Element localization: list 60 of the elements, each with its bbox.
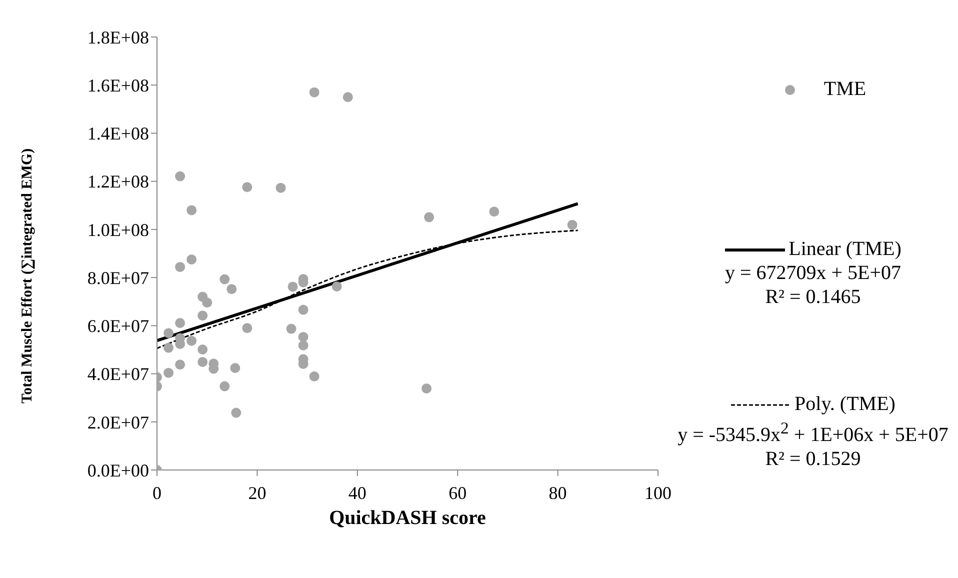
legend-label: TME (824, 78, 866, 100)
legend-label: Linear (TME) (788, 238, 902, 260)
point (226, 284, 237, 294)
y-tick-label: 1.2E+08 (87, 172, 149, 192)
point (175, 171, 186, 182)
point (424, 212, 434, 222)
x-axis-title: QuickDASH score (329, 507, 486, 529)
x-tick-label: 60 (448, 482, 467, 503)
point (230, 363, 240, 374)
point (288, 282, 298, 292)
point (298, 332, 308, 342)
y-tick-label: 0.0E+00 (87, 460, 149, 480)
point (231, 408, 242, 418)
y-tick-label: 1.0E+08 (87, 220, 149, 240)
point (309, 371, 320, 382)
point (186, 254, 197, 265)
y-tick-label: 2.0E+07 (87, 412, 149, 432)
y-tick-label: 1.6E+08 (87, 76, 149, 96)
point (298, 340, 308, 350)
point (220, 274, 230, 284)
point (242, 323, 252, 334)
point (332, 281, 342, 292)
x-tick-label: 20 (248, 482, 266, 503)
y-axis-title: Total Muscle Effort (∑integrated EMG) (19, 148, 36, 404)
point (342, 92, 353, 102)
point (164, 342, 174, 353)
point (175, 262, 186, 272)
point (164, 328, 174, 338)
y-tick-label: 4.0E+07 (87, 364, 149, 384)
point (175, 318, 186, 328)
y-tick-label: 1.8E+08 (87, 27, 149, 48)
point (298, 304, 308, 315)
x-tick-label: 0 (152, 482, 162, 503)
text: y = -5345.9x$^{2}$ + 1E+06x + 5E+07 (678, 418, 948, 446)
y-tick-label: 1.4E+08 (87, 124, 149, 144)
point (242, 182, 252, 192)
point (175, 360, 186, 370)
text: R² = 0.1529 (765, 448, 861, 470)
point (220, 381, 230, 392)
point (198, 310, 208, 321)
point (422, 383, 432, 394)
point (186, 205, 197, 216)
text: R² = 0.1465 (765, 286, 861, 308)
point (309, 87, 320, 98)
point (276, 182, 286, 193)
x-tick-label: 100 (644, 482, 672, 503)
text: y = 672709x + 5E+07 (724, 262, 902, 284)
point (198, 356, 208, 367)
y-tick-label: 6.0E+07 (87, 316, 149, 336)
point (489, 206, 500, 217)
point (186, 336, 197, 346)
point (164, 368, 174, 378)
x-tick-label: 40 (348, 482, 366, 503)
point (198, 344, 208, 354)
point (286, 324, 296, 334)
legend-label: Poly. (TME) (794, 393, 896, 415)
x-tick-label: 80 (548, 482, 567, 503)
point (567, 220, 578, 230)
point (202, 298, 212, 308)
y-tick-label: 8.0E+07 (87, 268, 149, 288)
